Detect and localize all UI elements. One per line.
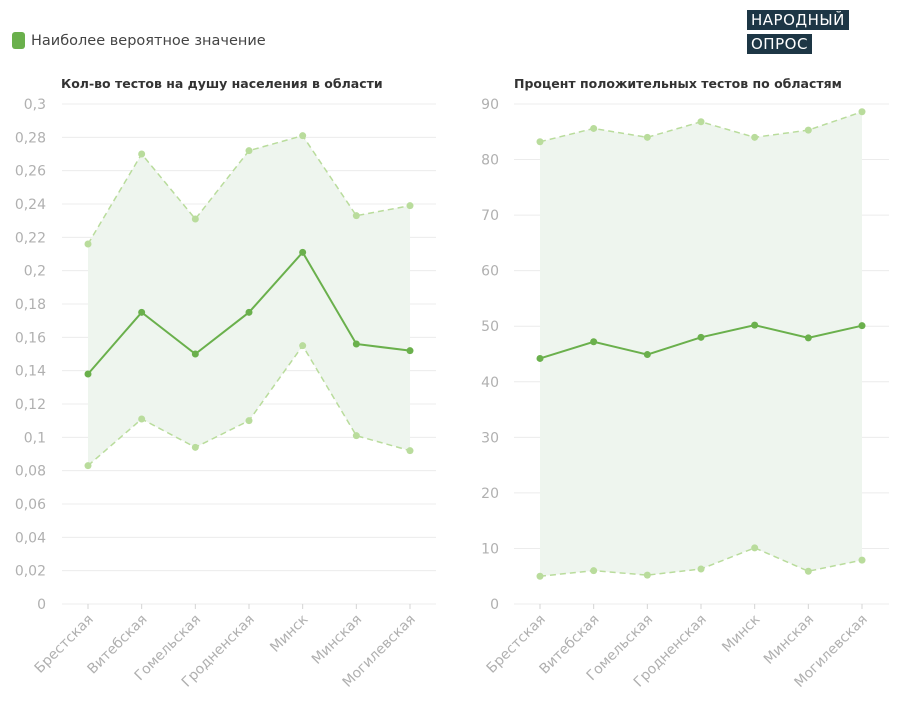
chart-2: Процент положительных тестов по областям…: [481, 76, 889, 691]
upper-bound-point: [858, 108, 866, 116]
y-tick-label: 0,12: [15, 397, 46, 413]
chart-1: Кол-во тестов на душу населения в област…: [15, 76, 436, 691]
most-likely-point: [352, 340, 360, 348]
y-tick-label: 0,2: [24, 264, 46, 280]
most-likely-point: [751, 321, 759, 329]
y-tick-label: 0,3: [24, 97, 46, 113]
logo-line-1: НАРОДНЫЙ: [747, 10, 849, 30]
legend-label: Наиболее вероятное значение: [31, 32, 266, 49]
upper-bound-point: [697, 118, 705, 126]
y-tick-label: 60: [481, 264, 499, 280]
y-tick-label: 40: [481, 375, 499, 391]
confidence-band: [88, 135, 410, 466]
lower-bound-point: [751, 544, 759, 552]
y-tick-label: 0,18: [15, 297, 46, 313]
x-tick-label: Минская: [309, 612, 365, 668]
y-tick-label: 80: [481, 153, 499, 169]
y-tick-label: 0,28: [15, 130, 46, 146]
y-tick-label: 0,24: [15, 197, 46, 213]
lower-bound-point: [643, 571, 651, 579]
lower-bound-point: [299, 342, 307, 350]
upper-bound-point: [590, 124, 598, 132]
upper-bound-point: [84, 240, 92, 248]
upper-bound-point: [406, 202, 414, 210]
y-tick-label: 0,02: [15, 564, 46, 580]
x-tick-label: Минск: [267, 612, 311, 656]
brand-logo: НАРОДНЫЙ ОПРОС: [747, 10, 849, 54]
lower-bound-point: [697, 565, 705, 573]
x-tick-label: Минск: [719, 612, 763, 656]
confidence-band: [540, 111, 862, 577]
y-tick-label: 0: [37, 597, 46, 613]
most-likely-point: [138, 308, 146, 316]
upper-bound-point: [352, 212, 360, 220]
legend-swatch: [12, 32, 25, 49]
upper-bound-point: [299, 132, 307, 140]
upper-bound-point: [191, 215, 199, 223]
chart-title: Процент положительных тестов по областям: [514, 76, 842, 91]
y-tick-label: 0,06: [15, 497, 46, 513]
upper-bound-point: [643, 133, 651, 141]
y-tick-label: 0: [490, 597, 499, 613]
y-tick-label: 0,26: [15, 164, 46, 180]
logo-line-2: ОПРОС: [747, 34, 812, 54]
y-tick-label: 10: [481, 541, 499, 557]
y-tick-label: 0,22: [15, 230, 46, 246]
most-likely-point: [191, 350, 199, 358]
y-tick-label: 20: [481, 486, 499, 502]
lower-bound-point: [406, 447, 414, 455]
upper-bound-point: [138, 150, 146, 158]
lower-bound-point: [858, 556, 866, 564]
y-tick-label: 30: [481, 430, 499, 446]
x-tick-label: Минская: [761, 612, 817, 668]
most-likely-point: [590, 338, 598, 346]
lower-bound-point: [536, 572, 544, 580]
most-likely-point: [406, 347, 414, 355]
lower-bound-point: [352, 432, 360, 440]
y-tick-label: 0,14: [15, 364, 46, 380]
upper-bound-point: [804, 126, 812, 134]
y-tick-label: 50: [481, 319, 499, 335]
chart-title: Кол-во тестов на душу населения в област…: [61, 76, 383, 91]
most-likely-point: [536, 354, 544, 362]
y-tick-label: 0,16: [15, 330, 46, 346]
y-tick-label: 90: [481, 97, 499, 113]
y-tick-label: 0,1: [24, 430, 46, 446]
lower-bound-point: [590, 567, 598, 575]
most-likely-point: [804, 334, 812, 342]
y-tick-label: 0,04: [15, 530, 46, 546]
y-tick-label: 70: [481, 208, 499, 224]
upper-bound-point: [751, 133, 759, 141]
upper-bound-point: [245, 147, 253, 155]
lower-bound-point: [84, 462, 92, 470]
lower-bound-point: [138, 415, 146, 423]
most-likely-point: [643, 351, 651, 359]
lower-bound-point: [191, 443, 199, 451]
most-likely-point: [245, 308, 253, 316]
most-likely-point: [299, 248, 307, 256]
lower-bound-point: [245, 417, 253, 425]
most-likely-point: [858, 322, 866, 330]
upper-bound-point: [536, 138, 544, 146]
y-tick-label: 0,08: [15, 464, 46, 480]
most-likely-point: [84, 370, 92, 378]
legend: Наиболее вероятное значение: [12, 32, 266, 49]
most-likely-point: [697, 333, 705, 341]
lower-bound-point: [804, 567, 812, 575]
